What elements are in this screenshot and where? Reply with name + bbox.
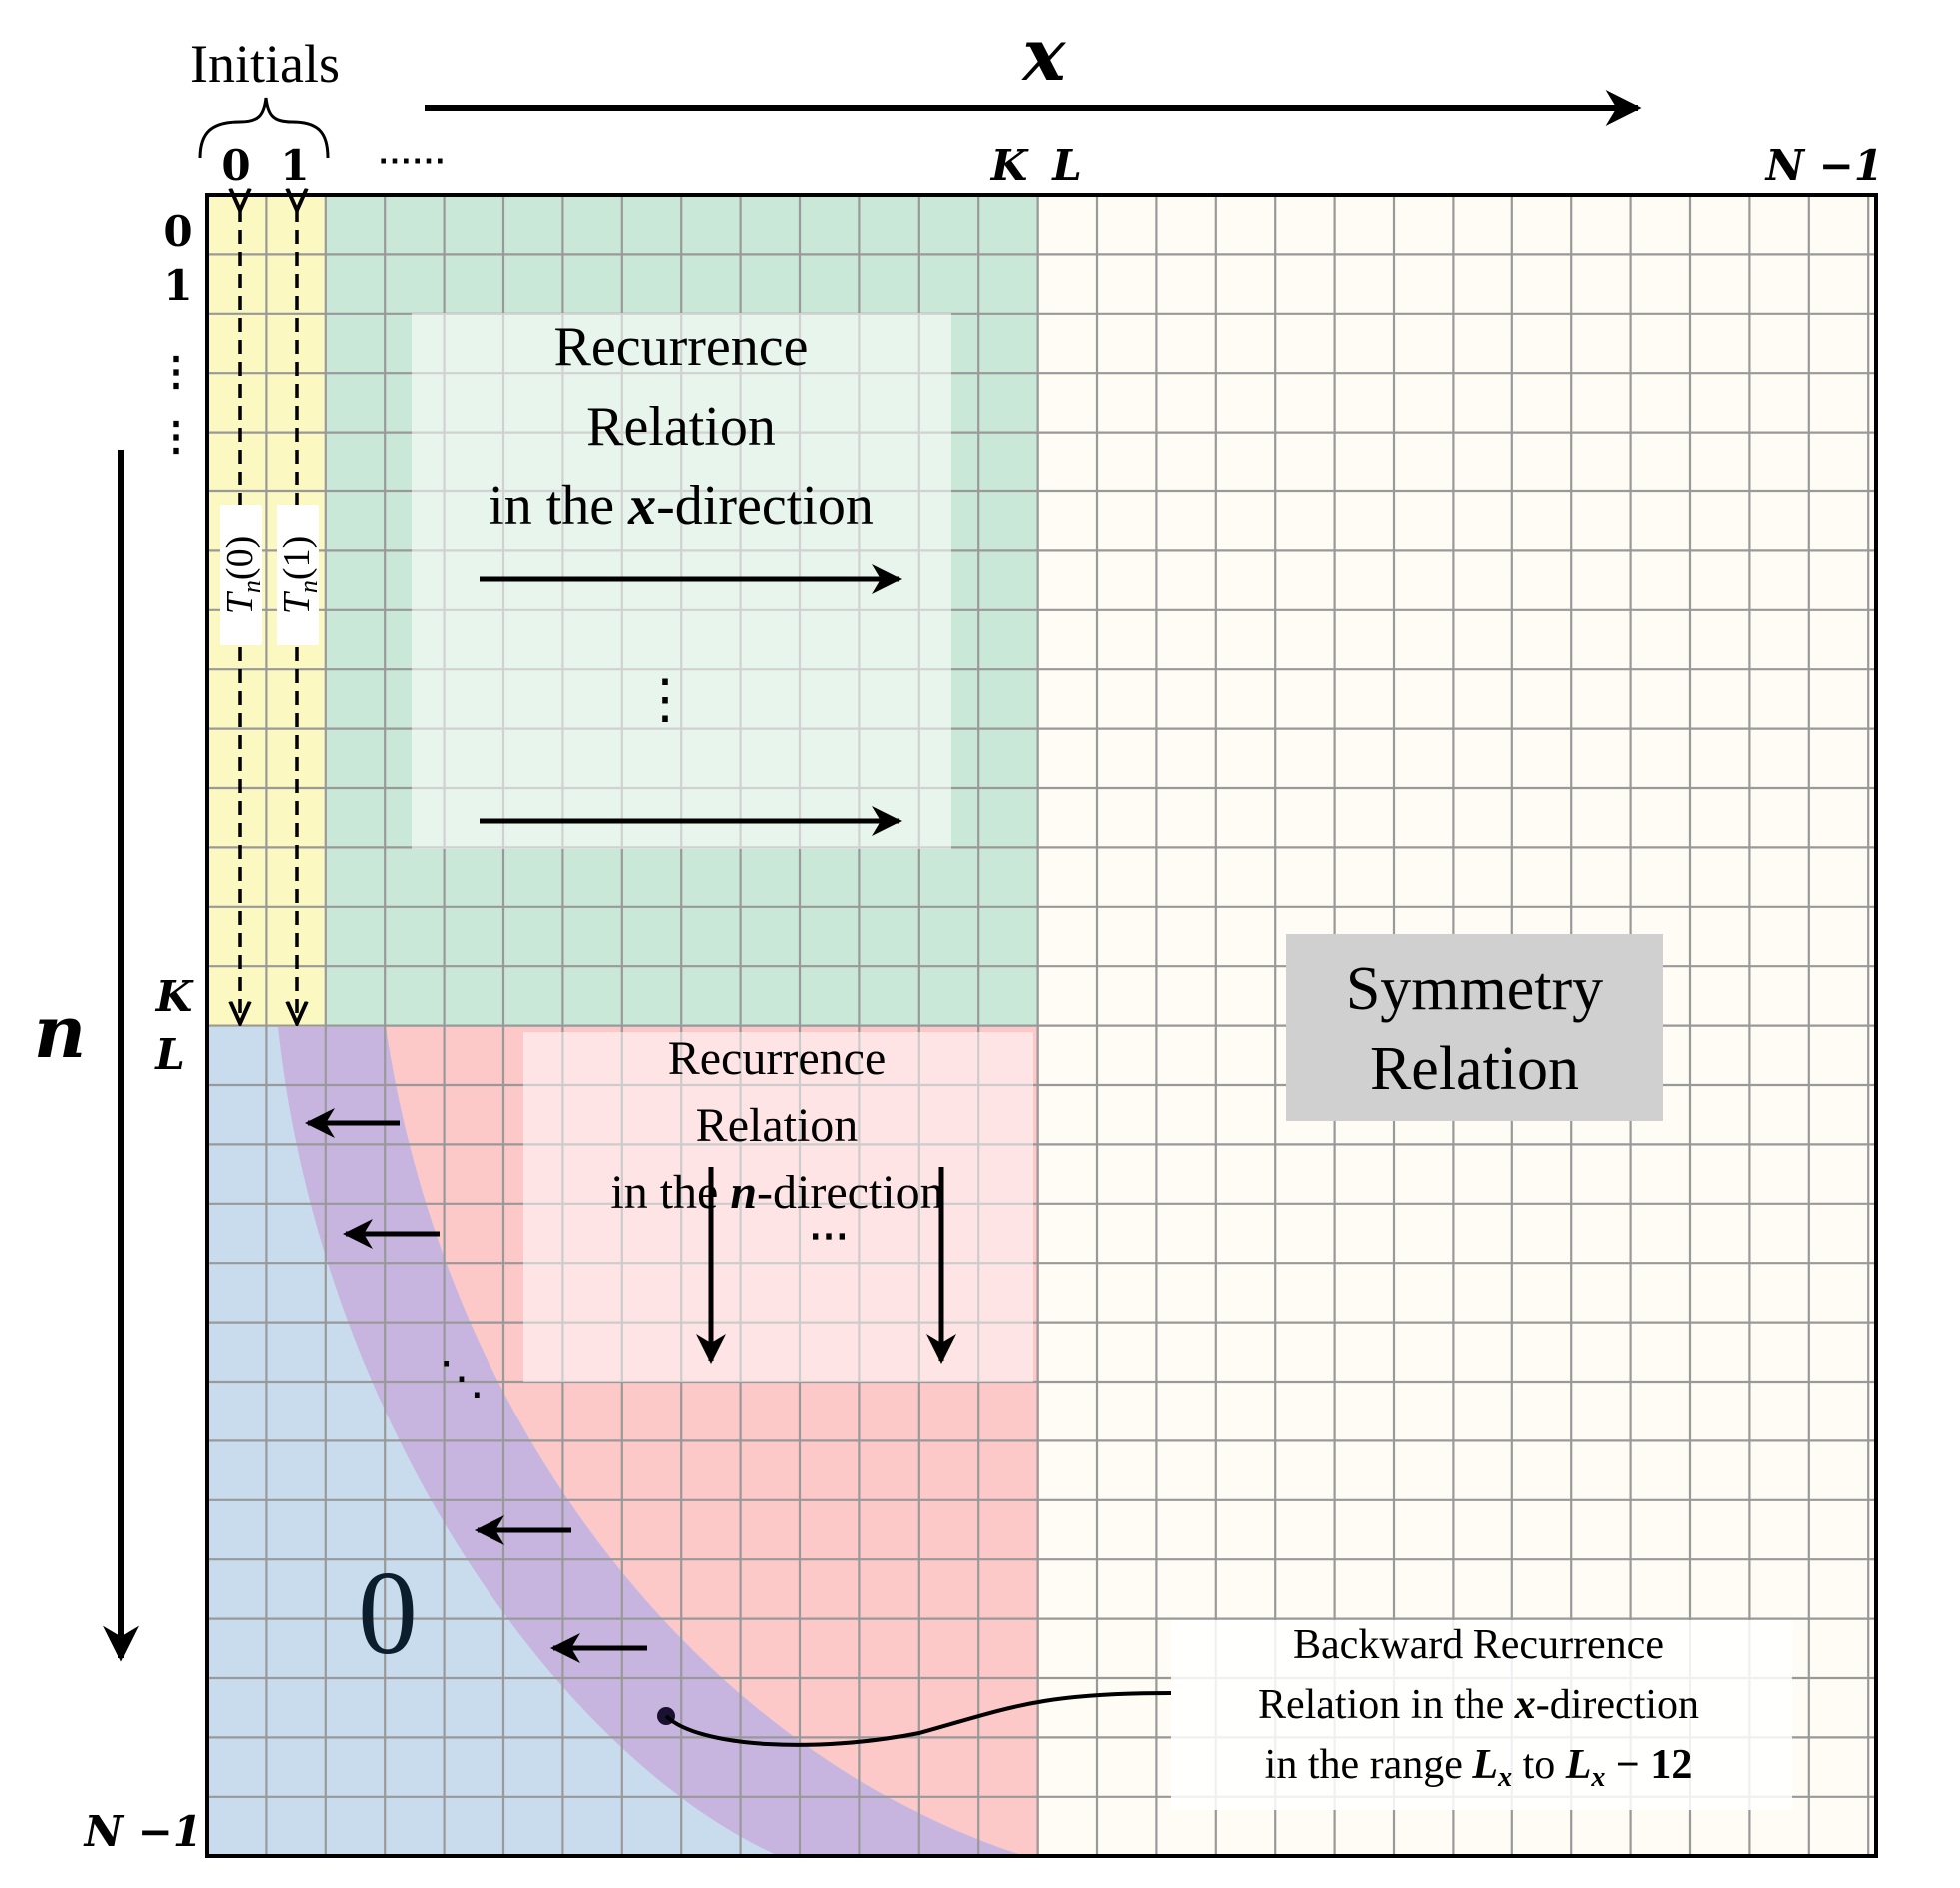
zero-label: 0 <box>358 1546 418 1679</box>
n-tick-dots-2: ⋮ <box>156 413 196 460</box>
initials-col1-label: Tn(1) <box>276 536 323 614</box>
backward-line3-sub1: x <box>1497 1762 1512 1793</box>
backward-label-line2: Relation in the x-direction <box>1258 1682 1699 1728</box>
matrix-border <box>205 193 1878 1858</box>
initials-label: Initials <box>190 34 340 94</box>
red-label-line1: Recurrence <box>668 1032 887 1085</box>
callout-line <box>664 1691 1172 1747</box>
x-axis-label: x <box>1021 12 1067 97</box>
col0-label-bg <box>220 505 262 645</box>
backward-label-line1: Backward Recurrence <box>1293 1622 1664 1668</box>
backward-line3-post: − 12 <box>1605 1742 1692 1788</box>
red-label-line3: in the n-direction <box>610 1166 943 1219</box>
svg-text:Tn(0): Tn(0) <box>219 536 266 614</box>
backward-line3-sub2: x <box>1590 1762 1605 1793</box>
n-tick-dots: ⋮ <box>156 348 196 395</box>
n-tick-N1: N −1 <box>83 1807 202 1856</box>
backward-line2-var: x <box>1514 1682 1536 1728</box>
green-line3-pre: in the <box>489 475 628 537</box>
n-axis-label: n <box>34 989 86 1074</box>
x-tick-K: K <box>990 141 1029 190</box>
backward-line3-mid: to <box>1512 1742 1566 1788</box>
x-tick-N1: N −1 <box>1764 141 1883 190</box>
symmetry-label-line2: Relation <box>1370 1035 1579 1103</box>
symmetry-label-line1: Symmetry <box>1346 955 1603 1023</box>
green-label-line2: Relation <box>586 396 776 458</box>
col1-label-sub: n <box>294 580 323 593</box>
red-line3-var: n <box>730 1166 757 1219</box>
col1-label-base: T <box>276 590 318 614</box>
x-tick-dots: ⋯⋯ <box>378 141 446 181</box>
green-dots: ⋮ <box>638 667 692 730</box>
backward-line3-L1: L <box>1471 1742 1498 1788</box>
col0-label-arg: (0) <box>219 536 261 580</box>
green-label-line1: Recurrence <box>554 316 809 378</box>
col0-label-base: T <box>219 590 261 614</box>
backward-line3-pre: in the range <box>1265 1742 1473 1788</box>
backward-label-box <box>1171 1620 1792 1810</box>
green-line3-var: x <box>627 475 656 537</box>
backward-dots: ⋱ <box>439 1351 485 1405</box>
backward-label-line3: in the range Lx to Lx − 12 <box>1265 1742 1693 1793</box>
col0-label-sub: n <box>237 580 266 593</box>
col1-label-bg <box>277 505 319 645</box>
x-tick-1: 1 <box>280 141 309 190</box>
initials-brace <box>198 97 330 159</box>
x-tick-0: 0 <box>221 141 250 190</box>
red-label-box <box>523 1032 1033 1382</box>
n-tick-L: L <box>154 1030 185 1079</box>
initials-col0-label: Tn(0) <box>219 536 266 614</box>
green-label-line3: in the x-direction <box>489 475 874 537</box>
n-tick-K: K <box>155 972 194 1021</box>
symmetry-label-box <box>1286 934 1663 1121</box>
x-tick-L: L <box>1051 141 1082 190</box>
n-tick-1: 1 <box>163 261 192 310</box>
red-dots: ⋯ <box>809 1212 849 1259</box>
n-tick-0: 0 <box>163 207 192 256</box>
svg-text:Tn(1): Tn(1) <box>276 536 323 614</box>
red-label-line2: Relation <box>696 1099 859 1152</box>
backward-line3-L2: L <box>1565 1742 1592 1788</box>
backward-line2-post: -direction <box>1536 1682 1699 1728</box>
col1-label-arg: (1) <box>276 536 318 580</box>
red-line3-post: -direction <box>757 1166 944 1219</box>
green-line3-post: -direction <box>656 475 874 537</box>
backward-line2-pre: Relation in the <box>1258 1682 1515 1728</box>
